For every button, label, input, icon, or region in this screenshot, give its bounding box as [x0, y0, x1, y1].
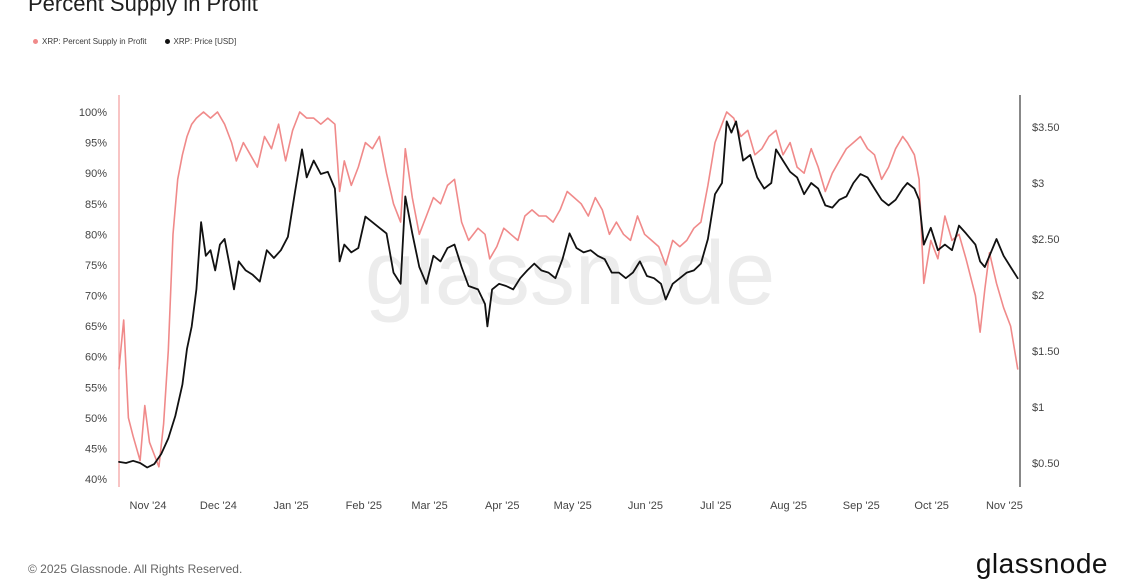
- x-tick-label: Oct '25: [914, 500, 949, 512]
- legend-item-price[interactable]: XRP: Price [USD]: [164, 37, 237, 46]
- y-tick-left-label: 40%: [85, 474, 107, 486]
- watermark: glassnode: [365, 224, 775, 324]
- y-tick-left-label: 75%: [85, 260, 107, 272]
- y-tick-left-label: 100%: [79, 107, 107, 119]
- legend-label-price: XRP: Price [USD]: [173, 37, 237, 46]
- y-tick-right-label: $2.50: [1032, 234, 1060, 246]
- y-tick-left-label: 80%: [85, 229, 107, 241]
- watermark-text: glassnode: [365, 224, 775, 324]
- y-tick-left-label: 60%: [85, 352, 107, 364]
- legend-swatch-supply: [33, 39, 38, 44]
- y-tick-right-label: $1.50: [1032, 346, 1060, 358]
- x-tick-label: Jan '25: [274, 500, 309, 512]
- y-tick-right-label: $3.50: [1032, 122, 1060, 134]
- y-tick-left-label: 55%: [85, 382, 107, 394]
- y-tick-left-label: 50%: [85, 413, 107, 425]
- y-tick-right-label: $2: [1032, 290, 1044, 302]
- x-tick-label: Nov '25: [986, 500, 1023, 512]
- series-line-supply-in-profit: [118, 111, 1019, 468]
- legend-item-supply[interactable]: XRP: Percent Supply in Profit: [33, 37, 147, 46]
- legend-label-supply: XRP: Percent Supply in Profit: [42, 37, 147, 46]
- chart-title: Percent Supply in Profit: [28, 0, 258, 16]
- y-tick-left-label: 65%: [85, 321, 107, 333]
- y-tick-left-label: 85%: [85, 199, 107, 211]
- x-tick-label: Apr '25: [485, 500, 520, 512]
- x-tick-label: Aug '25: [770, 500, 807, 512]
- legend-swatch-price: [164, 39, 170, 44]
- series-line-price: [118, 120, 1019, 469]
- x-tick-label: Sep '25: [843, 500, 880, 512]
- y-tick-right-label: $0.50: [1032, 458, 1060, 470]
- x-tick-label: Dec '24: [200, 500, 237, 512]
- footer-brand: glassnode: [975, 548, 1108, 579]
- x-tick-label: Nov '24: [130, 500, 167, 512]
- x-tick-label: Mar '25: [411, 500, 447, 512]
- y-tick-left-label: 90%: [85, 168, 107, 180]
- x-tick-label: Jul '25: [700, 500, 731, 512]
- y-tick-left-label: 70%: [85, 291, 107, 303]
- y-tick-left-label: 95%: [85, 138, 107, 150]
- x-tick-label: Feb '25: [346, 500, 382, 512]
- y-tick-left-label: 45%: [85, 443, 107, 455]
- x-tick-label: May '25: [554, 500, 592, 512]
- footer-copyright: © 2025 Glassnode. All Rights Reserved.: [28, 562, 243, 576]
- y-tick-right-label: $3: [1032, 178, 1044, 190]
- y-tick-right-label: $1: [1032, 402, 1044, 414]
- x-tick-label: Jun '25: [628, 500, 663, 512]
- series-layer: [118, 111, 1019, 469]
- axes-layer: 100% 95% 90% 85% 80% 75% 70% 65% 60% 55% 50% 45% 40%…: [79, 95, 1060, 512]
- chart-legend: XRP: Percent Supply in Profit XRP: Price…: [33, 37, 236, 46]
